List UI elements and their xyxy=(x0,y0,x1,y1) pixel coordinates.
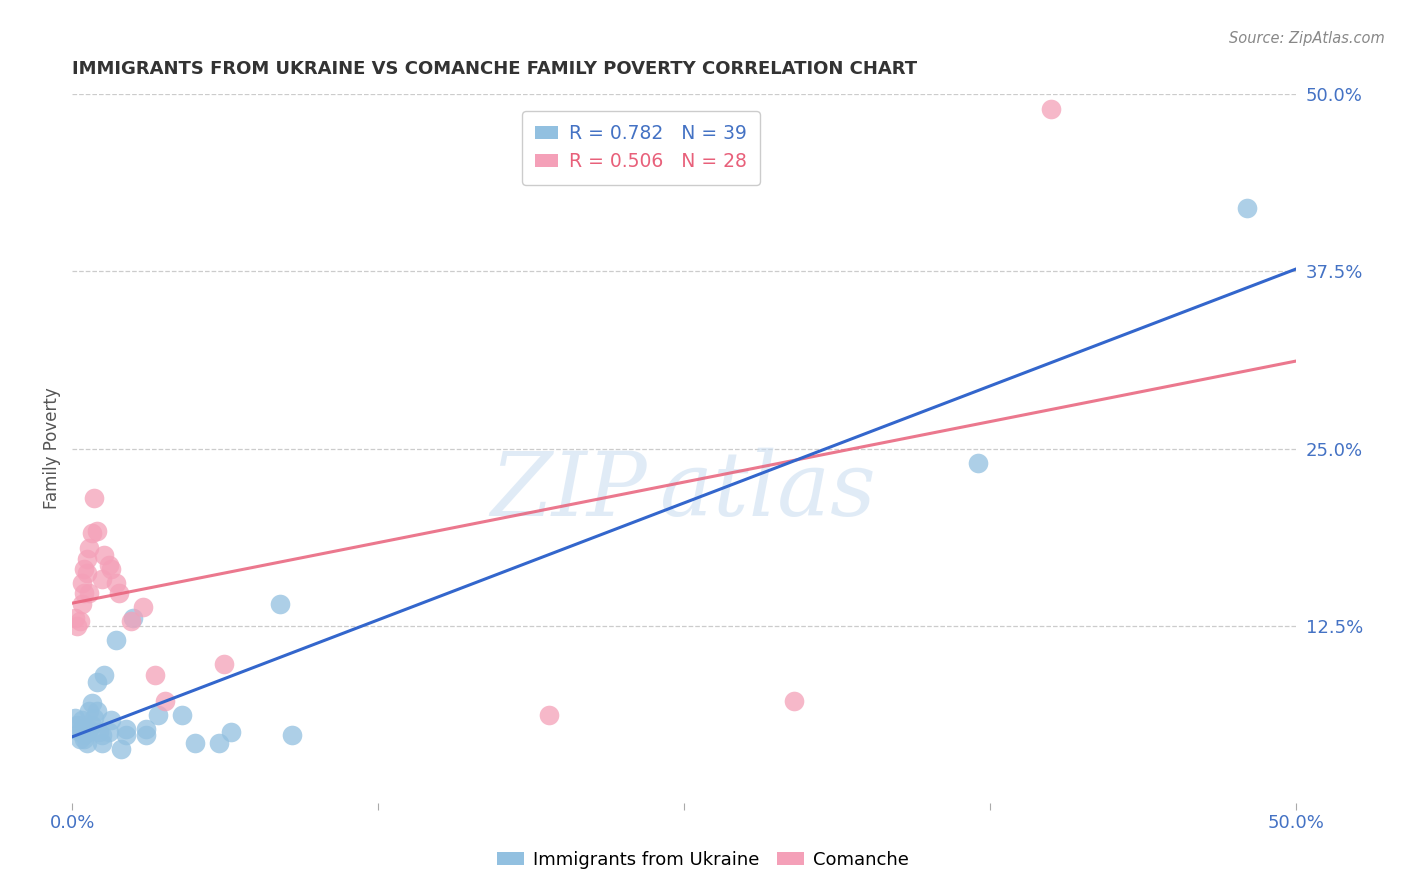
Point xyxy=(83,711,105,725)
Point xyxy=(79,722,101,736)
Point xyxy=(97,724,120,739)
Point xyxy=(183,736,205,750)
Point xyxy=(89,724,111,739)
Point xyxy=(79,586,101,600)
Point xyxy=(966,456,988,470)
Point xyxy=(76,736,98,750)
Point xyxy=(73,728,96,742)
Point xyxy=(97,558,120,572)
Point xyxy=(93,668,115,682)
Point xyxy=(269,597,291,611)
Point xyxy=(63,611,86,625)
Point xyxy=(76,552,98,566)
Point xyxy=(107,586,129,600)
Point xyxy=(90,736,112,750)
Point xyxy=(90,728,112,742)
Point xyxy=(70,597,93,611)
Point xyxy=(783,693,806,707)
Point xyxy=(80,717,103,731)
Text: atlas: atlas xyxy=(659,448,876,534)
Point xyxy=(135,728,157,742)
Point xyxy=(122,611,145,625)
Point xyxy=(83,491,105,505)
Point xyxy=(100,714,122,728)
Text: IMMIGRANTS FROM UKRAINE VS COMANCHE FAMILY POVERTY CORRELATION CHART: IMMIGRANTS FROM UKRAINE VS COMANCHE FAMI… xyxy=(72,60,917,78)
Point xyxy=(66,618,89,632)
Point xyxy=(93,548,115,562)
Point xyxy=(100,562,122,576)
Point xyxy=(105,632,128,647)
Point xyxy=(79,704,101,718)
Point xyxy=(63,711,86,725)
Point xyxy=(86,524,108,538)
Point xyxy=(1236,201,1258,215)
Point xyxy=(69,731,91,746)
Point xyxy=(73,731,96,746)
Legend: R = 0.782   N = 39, R = 0.506   N = 28: R = 0.782 N = 39, R = 0.506 N = 28 xyxy=(522,111,761,185)
Point xyxy=(538,707,561,722)
Point xyxy=(110,741,132,756)
Point xyxy=(73,586,96,600)
Point xyxy=(115,722,138,736)
Point xyxy=(120,615,142,629)
Text: ZIP: ZIP xyxy=(491,448,647,534)
Point xyxy=(70,576,93,591)
Point xyxy=(105,576,128,591)
Point xyxy=(146,707,169,722)
Point xyxy=(70,722,93,736)
Point xyxy=(76,566,98,581)
Point xyxy=(76,724,98,739)
Point xyxy=(221,724,243,739)
Point xyxy=(208,736,231,750)
Point xyxy=(155,693,177,707)
Point xyxy=(66,717,89,731)
Point xyxy=(212,657,235,671)
Point xyxy=(70,714,93,728)
Point xyxy=(172,707,194,722)
Point xyxy=(281,728,304,742)
Point xyxy=(1040,102,1063,116)
Point xyxy=(132,600,155,615)
Point xyxy=(79,541,101,555)
Point xyxy=(80,526,103,541)
Point xyxy=(86,704,108,718)
Point xyxy=(73,562,96,576)
Point xyxy=(69,724,91,739)
Text: Source: ZipAtlas.com: Source: ZipAtlas.com xyxy=(1229,31,1385,46)
Point xyxy=(86,675,108,690)
Legend: Immigrants from Ukraine, Comanche: Immigrants from Ukraine, Comanche xyxy=(489,844,917,876)
Point xyxy=(90,572,112,586)
Y-axis label: Family Poverty: Family Poverty xyxy=(44,388,60,509)
Point xyxy=(145,668,167,682)
Point xyxy=(80,697,103,711)
Point xyxy=(115,728,138,742)
Point xyxy=(69,615,91,629)
Point xyxy=(135,722,157,736)
